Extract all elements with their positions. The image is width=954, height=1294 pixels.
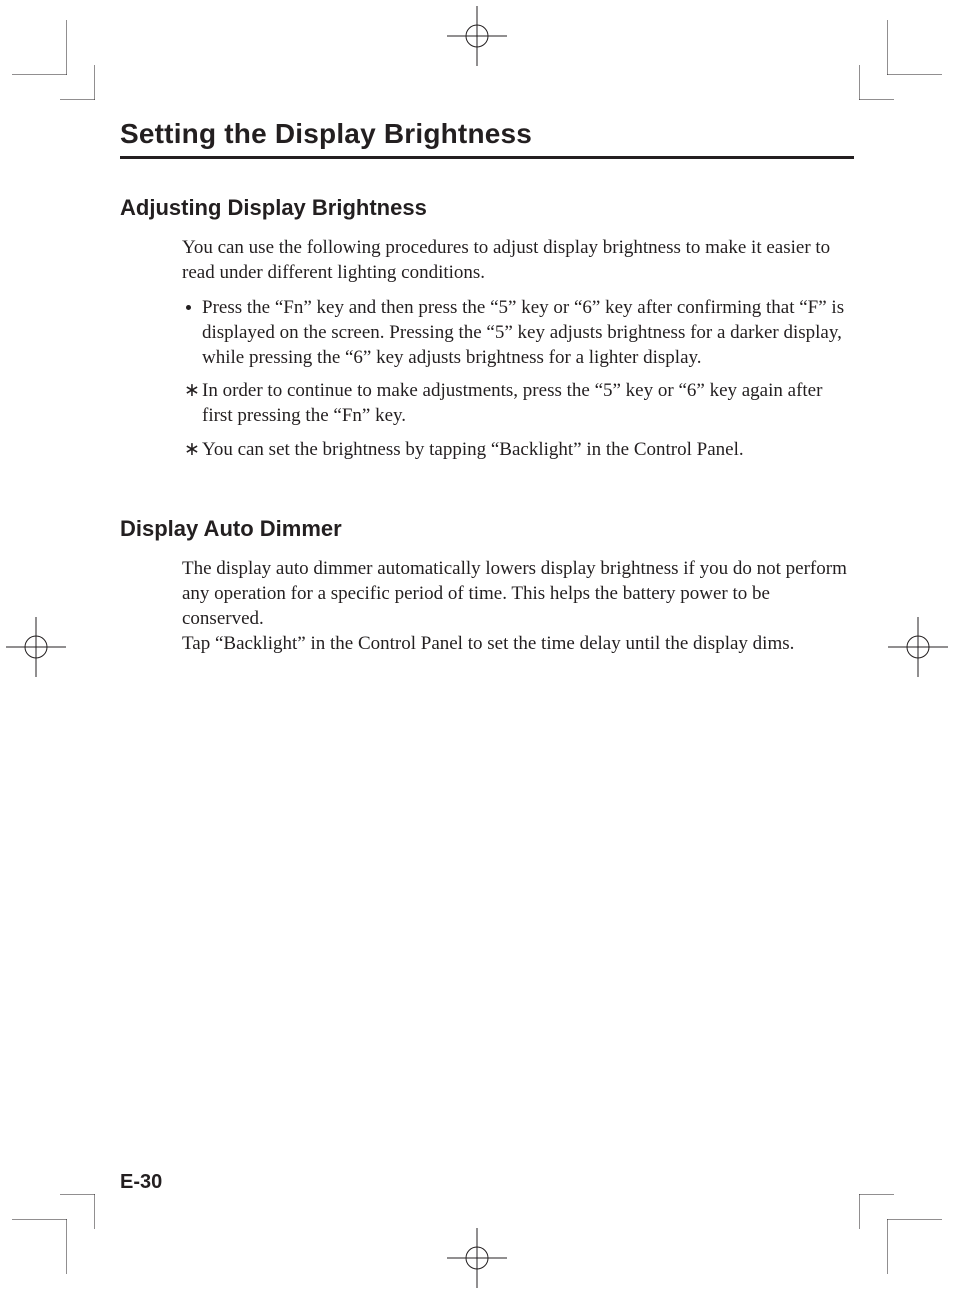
list-item: Press the “Fn” key and then press the “5… xyxy=(182,295,854,370)
section-body: You can use the following procedures to … xyxy=(182,235,854,462)
crop-mark-icon xyxy=(859,1194,894,1229)
list-item-text: Press the “Fn” key and then press the “5… xyxy=(202,297,844,368)
crop-mark-icon xyxy=(887,20,942,75)
crop-mark-icon xyxy=(60,1194,95,1229)
manual-page: Setting the Display Brightness Adjusting… xyxy=(0,0,954,1294)
section-body: The display auto dimmer automatically lo… xyxy=(182,556,854,656)
crop-mark-icon xyxy=(887,1219,942,1274)
crop-mark-icon xyxy=(12,20,67,75)
list-item: In order to continue to make adjustments… xyxy=(182,378,854,428)
section-intro: The display auto dimmer automatically lo… xyxy=(182,556,854,656)
list-item-text: You can set the brightness by tapping “B… xyxy=(202,439,744,460)
registration-mark-icon xyxy=(6,617,66,677)
page-content: Setting the Display Brightness Adjusting… xyxy=(120,118,854,666)
list-item-text: In order to continue to make adjustments… xyxy=(202,380,822,426)
page-title: Setting the Display Brightness xyxy=(120,118,854,150)
title-underline xyxy=(120,156,854,159)
page-number: E-30 xyxy=(120,1171,162,1194)
registration-mark-icon xyxy=(888,617,948,677)
crop-mark-icon xyxy=(60,65,95,100)
section-heading: Display Auto Dimmer xyxy=(120,516,854,542)
registration-mark-icon xyxy=(447,1228,507,1288)
crop-mark-icon xyxy=(12,1219,67,1274)
registration-mark-icon xyxy=(447,6,507,66)
list-item: You can set the brightness by tapping “B… xyxy=(182,437,854,462)
section-heading: Adjusting Display Brightness xyxy=(120,195,854,221)
section-intro: You can use the following procedures to … xyxy=(182,235,854,285)
bullet-list: Press the “Fn” key and then press the “5… xyxy=(182,295,854,461)
crop-mark-icon xyxy=(859,65,894,100)
